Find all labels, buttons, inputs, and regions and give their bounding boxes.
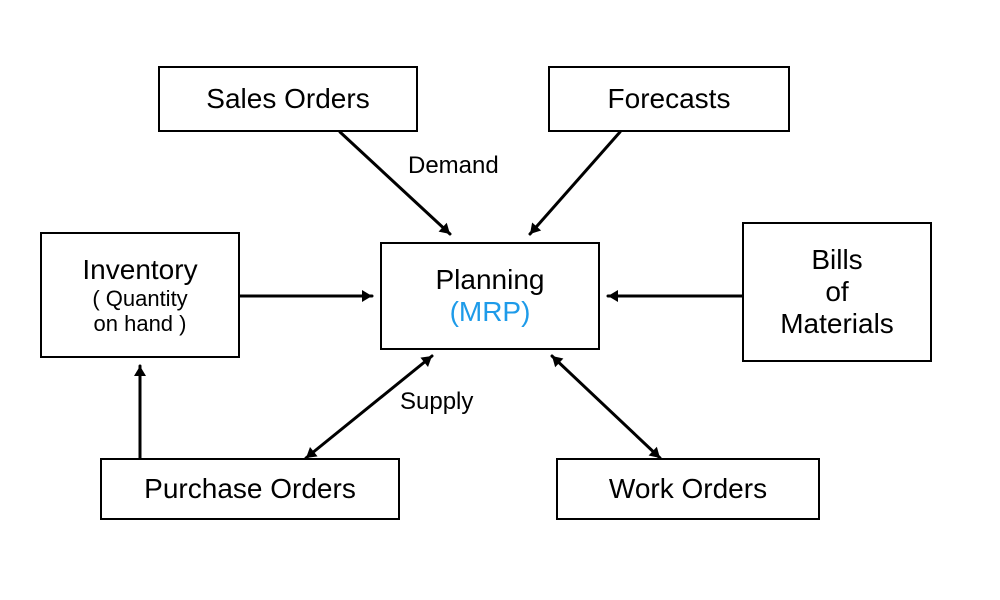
- node-subline: ( Quantity: [92, 286, 187, 311]
- label-supply: Supply: [400, 388, 473, 416]
- node-subline: on hand ): [94, 311, 187, 336]
- edge-work: [552, 356, 660, 458]
- node-accent-line: (MRP): [450, 296, 531, 328]
- node-line: of: [825, 276, 848, 308]
- node-line: Purchase Orders: [144, 473, 356, 505]
- node-line: Planning: [436, 264, 545, 296]
- node-bom: BillsofMaterials: [742, 222, 932, 362]
- node-planning: Planning(MRP): [380, 242, 600, 350]
- node-forecasts: Forecasts: [548, 66, 790, 132]
- node-line: Forecasts: [608, 83, 731, 115]
- node-work: Work Orders: [556, 458, 820, 520]
- node-line: Bills: [811, 244, 862, 276]
- node-inventory: Inventory( Quantityon hand ): [40, 232, 240, 358]
- node-line: Work Orders: [609, 473, 767, 505]
- node-line: Inventory: [82, 254, 197, 286]
- label-demand: Demand: [408, 152, 499, 180]
- edge-sales: [340, 132, 450, 234]
- node-line: Materials: [780, 308, 894, 340]
- edge-forecasts: [530, 132, 620, 234]
- node-line: Sales Orders: [206, 83, 369, 115]
- diagram-stage: Sales Orders Forecasts Inventory( Quantity…: [0, 0, 1000, 600]
- node-purchase: Purchase Orders: [100, 458, 400, 520]
- node-sales: Sales Orders: [158, 66, 418, 132]
